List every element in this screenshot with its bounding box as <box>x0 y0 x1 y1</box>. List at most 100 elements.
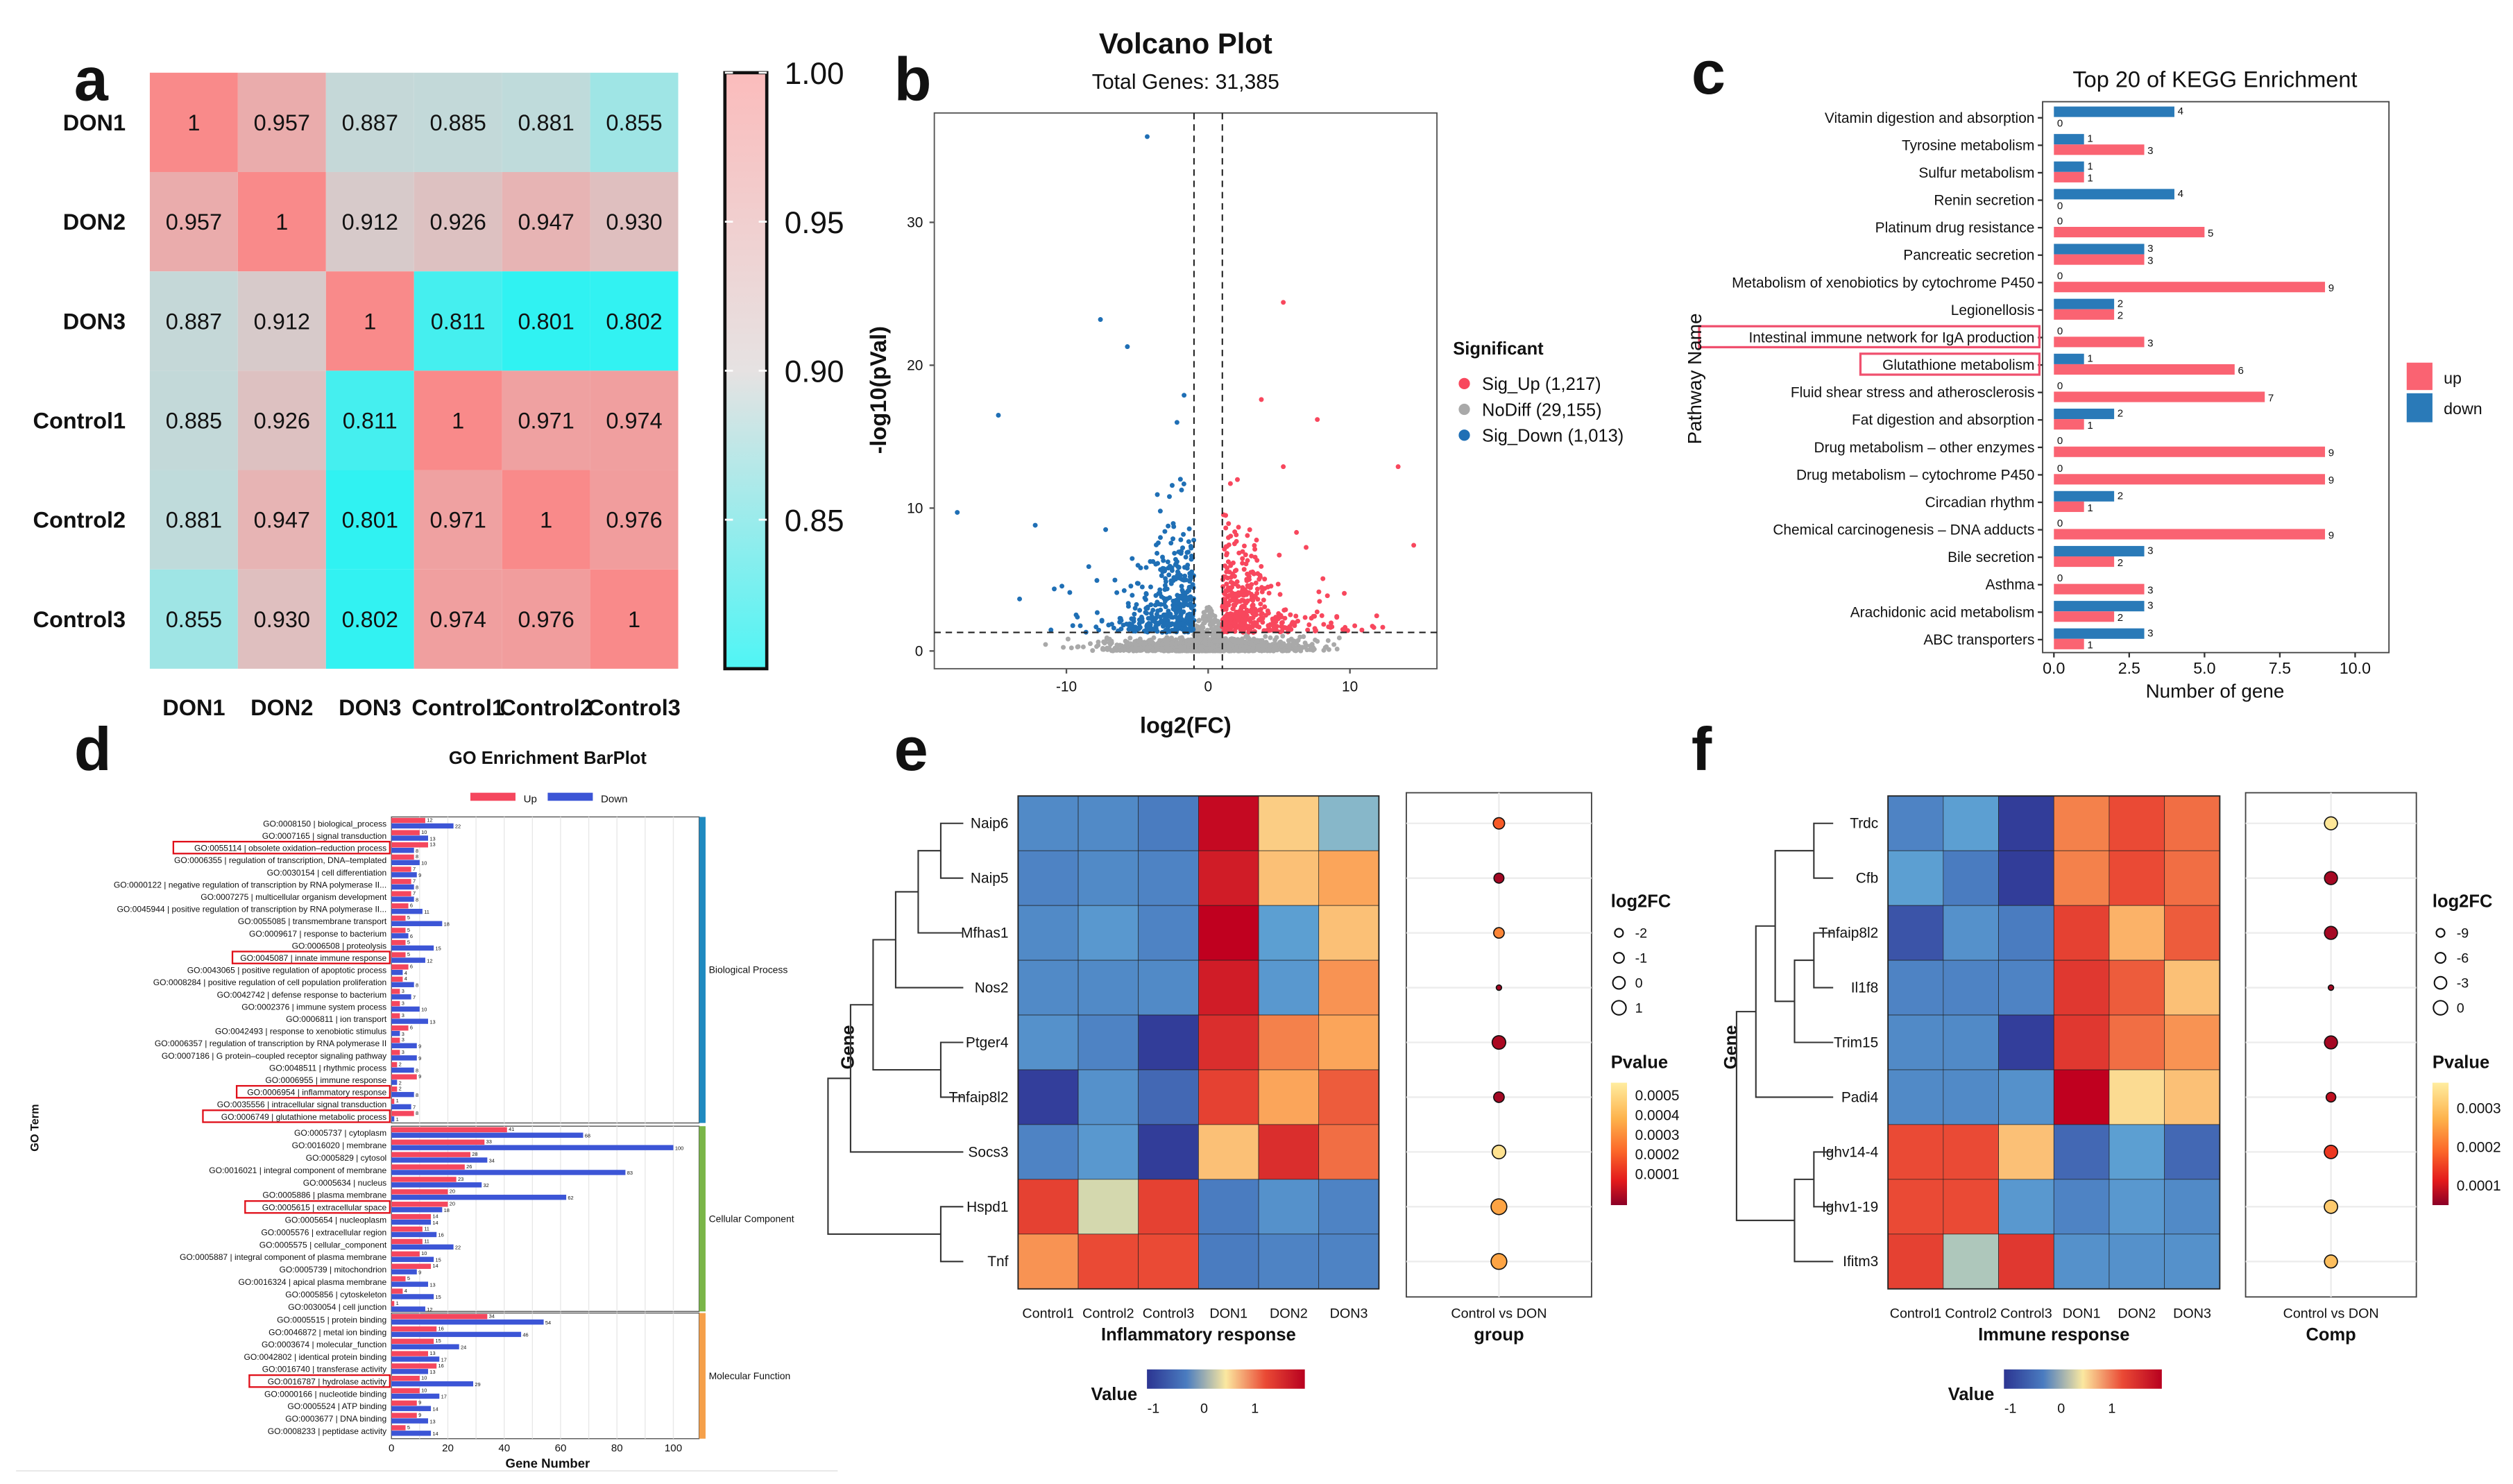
go-term-label: GO:0005737 | cytoplasm <box>294 1128 386 1138</box>
x-axis-label: Immune response <box>1978 1325 2129 1345</box>
volcano-point-sig-down <box>1017 596 1023 602</box>
bar-value-up: 16 <box>438 1363 444 1369</box>
bar-value-up: 10 <box>421 829 427 835</box>
dot-Naip5 <box>1493 872 1505 884</box>
volcano-point-nodiff <box>1133 645 1139 650</box>
heatmap-cell <box>1943 1069 1999 1125</box>
heatmap-cell <box>2109 1014 2165 1071</box>
go-term-label: GO:0005615 | extracellular space <box>262 1203 387 1213</box>
go-term-label: GO:0042493 | response to xenobiotic stim… <box>215 1027 386 1037</box>
bar-value-down: 13 <box>429 1418 435 1424</box>
heatmap-cell <box>1198 795 1259 851</box>
go-term-label: GO:0003674 | molecular_function <box>262 1340 386 1349</box>
go-term-label: GO:0005515 | protein binding <box>277 1315 386 1325</box>
volcano-point-sig-down <box>1169 483 1175 488</box>
volcano-point-sig-up <box>1223 563 1228 569</box>
volcano-point-sig-up <box>1277 613 1282 618</box>
heatmap-cell <box>1258 1124 1320 1180</box>
value-legend-title: Value <box>1948 1385 1995 1404</box>
x-tick-label: 40 <box>498 1442 510 1454</box>
bar-down <box>391 847 414 853</box>
legend-item: NoDiff (29,155) <box>1482 400 1602 420</box>
volcano-point-nodiff <box>1321 647 1327 653</box>
cell-value: 0.802 <box>342 607 398 632</box>
volcano-point-sig-up <box>1380 624 1386 630</box>
volcano-point-sig-up <box>1329 624 1335 629</box>
y-axis-label: Pathway Name <box>1684 313 1705 444</box>
volcano-point-sig-up <box>1252 606 1258 612</box>
x-tick-label: 2.5 <box>2118 659 2140 677</box>
volcano-point-sig-up <box>1266 623 1271 629</box>
bar-down <box>391 896 414 902</box>
volcano-point-nodiff <box>1199 629 1204 634</box>
dendrogram-branch <box>1735 1011 1795 1222</box>
bar-up <box>391 817 425 824</box>
heatmap-cell <box>414 271 502 371</box>
volcano-point-sig-down <box>1048 627 1054 633</box>
volcano-point-sig-down <box>1177 477 1183 482</box>
bar-down <box>391 860 420 865</box>
y-axis-label: GO Term <box>29 1104 42 1151</box>
volcano-point-sig-up <box>1334 614 1340 620</box>
volcano-point-sig-up <box>1352 623 1358 629</box>
heatmap-cell <box>1198 1179 1259 1235</box>
heatmap-cell <box>502 171 590 272</box>
volcano-point-nodiff <box>1263 643 1268 649</box>
bar-down <box>391 1206 443 1213</box>
gene-label: Mfhas1 <box>961 926 1008 941</box>
volcano-point-nodiff <box>1193 624 1199 629</box>
volcano-point-nodiff <box>1211 638 1217 644</box>
x-axis-label: Number of gene <box>2146 681 2285 702</box>
heatmap-cell <box>414 370 502 470</box>
go-term-label: GO:0009617 | response to bacterium <box>249 929 386 939</box>
heatmap-cell <box>1077 795 1139 851</box>
volcano-point-nodiff <box>1336 635 1342 640</box>
volcano-point-sig-down <box>1124 621 1130 626</box>
volcano-point-sig-up <box>1282 615 1288 621</box>
column-label: Control1 <box>1022 1306 1074 1322</box>
heatmap-cell <box>1887 960 1944 1016</box>
bar-up <box>391 830 420 835</box>
bar-value-down: 9 <box>418 872 421 878</box>
volcano-point-sig-down <box>1168 540 1174 546</box>
bar-down <box>391 1116 395 1122</box>
volcano-point-sig-down <box>1167 563 1173 569</box>
bar-value-up: 11 <box>424 1225 429 1231</box>
volcano-point-sig-down <box>1111 625 1116 631</box>
legend-title-log2fc: log2FC <box>1611 892 1671 911</box>
heatmap-cell <box>2053 1179 2110 1235</box>
bar-value-up: 3 <box>402 1012 404 1018</box>
volcano-point-sig-down <box>1067 590 1073 595</box>
volcano-point-nodiff <box>1216 619 1221 624</box>
legend-title: Significant <box>1453 339 1544 359</box>
pathway-label: Platinum drug resistance <box>1875 220 2035 236</box>
volcano-point-sig-down <box>1172 622 1177 627</box>
heatmap-cell <box>414 72 502 172</box>
volcano-point-sig-up <box>1256 608 1262 613</box>
colorbar-tick-label: 0.95 <box>785 206 844 240</box>
volcano-point-sig-down <box>1179 588 1185 593</box>
x-axis-label: Inflammatory response <box>1101 1325 1296 1345</box>
chart-title: Volcano Plot <box>1099 27 1272 60</box>
bar-value-up: 9 <box>418 1073 421 1080</box>
volcano-point-sig-down <box>1093 624 1099 630</box>
y-tick-label: 0 <box>915 643 923 659</box>
volcano-point-sig-down <box>1186 539 1191 545</box>
bar-down <box>391 945 434 951</box>
bar-value-up: 1 <box>2087 173 2093 185</box>
category-label: Biological Process <box>709 964 788 975</box>
volcano-point-nodiff <box>1209 608 1214 614</box>
bar-value-down: 8 <box>416 848 418 854</box>
cell-value: 0.885 <box>430 110 486 135</box>
bar-down <box>391 1182 482 1188</box>
volcano-point-sig-down <box>1185 562 1191 568</box>
volcano-point-sig-up <box>1227 588 1233 593</box>
bar-down <box>391 1356 440 1362</box>
volcano-point-sig-down <box>1189 569 1195 574</box>
volcano-point-sig-up <box>1232 529 1238 535</box>
go-term-label: GO:0046872 | metal ion binding <box>269 1327 386 1337</box>
volcano-point-sig-down <box>1159 594 1164 599</box>
bar-down <box>391 1294 434 1299</box>
dot-Tnfaip8l2 <box>1493 1091 1505 1103</box>
volcano-point-sig-down <box>1121 588 1127 593</box>
